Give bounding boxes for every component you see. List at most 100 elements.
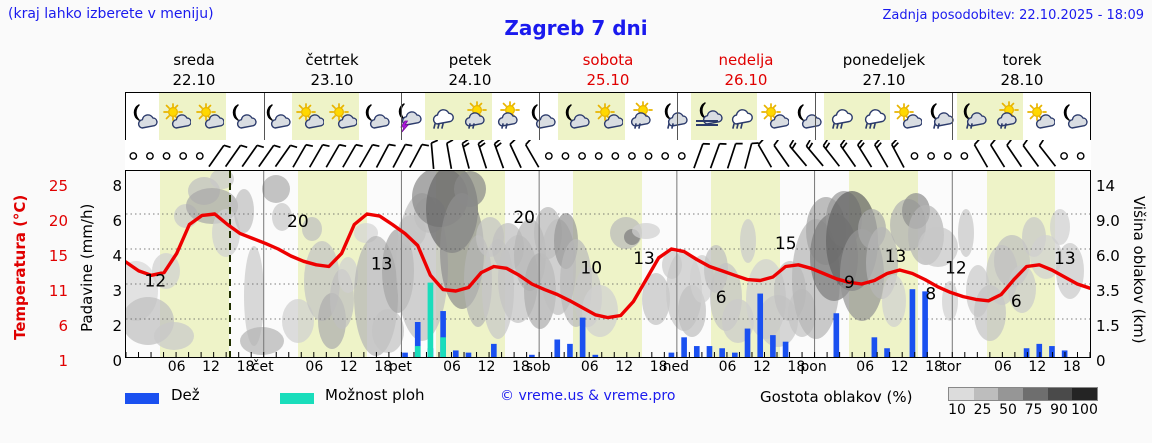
x-tick-label: 06 xyxy=(856,359,875,375)
day-separator xyxy=(814,93,816,140)
day-date: 24.10 xyxy=(448,71,492,89)
cloud-blob xyxy=(882,275,906,327)
x-tick-label: 06 xyxy=(443,359,461,375)
day-header-row: sreda 22.10 četrtek 23.10 petek 24.10 sobota 25… xyxy=(125,50,1091,92)
temperature-tick: 11 xyxy=(48,282,68,300)
x-tick-label: 18 xyxy=(236,359,255,375)
day-separator xyxy=(952,93,954,140)
cloud-blob xyxy=(210,171,234,189)
moon-cloud-icon xyxy=(233,103,257,129)
x-tick-label: 06 xyxy=(167,359,186,375)
weather-icon-cell xyxy=(192,93,226,140)
day-date: 28.10 xyxy=(1000,71,1044,89)
rain-bar xyxy=(681,337,687,357)
day-name: petek xyxy=(448,51,492,69)
moon-cloud-icon xyxy=(565,103,590,129)
temperature-value-label: 10 xyxy=(580,258,602,278)
cloud-density-field xyxy=(126,171,1084,356)
rain-bar xyxy=(782,341,789,357)
day-name: sobota xyxy=(582,51,634,69)
rain-bar xyxy=(529,354,535,357)
x-tick-label: 06 xyxy=(305,359,324,375)
temperature-value-label: 12 xyxy=(145,271,167,291)
x-tick-label: 12 xyxy=(615,359,634,375)
sun-cloud-icon xyxy=(595,102,623,129)
temperature-value-label: 13 xyxy=(1054,249,1076,269)
moon-cloud-rain-icon xyxy=(930,102,954,129)
weather-icon-cell xyxy=(757,93,790,140)
cloud-density-tick: 25 xyxy=(973,402,992,418)
cloud-density-scale-ticks: 10 25 50 75 90 100 xyxy=(935,402,1115,420)
day-name: torek xyxy=(1002,51,1042,69)
day-name: četrtek xyxy=(305,51,359,69)
cloud-height-tick: 1.5 xyxy=(1096,317,1120,335)
day-date: 25.10 xyxy=(586,71,630,89)
rain-bar xyxy=(770,335,776,357)
temperature-value-label: 6 xyxy=(1011,292,1022,312)
cloud-blob xyxy=(942,281,958,321)
weather-icon-cell xyxy=(857,93,891,140)
moon-cloud-icon xyxy=(366,103,390,129)
weather-icon-cell xyxy=(159,93,193,140)
x-tick-label: 12 xyxy=(202,359,220,375)
x-tick-label: 06 xyxy=(580,359,599,375)
day-name: ponedeljek xyxy=(842,51,926,69)
moon-cloud-thunder-icon xyxy=(399,102,423,132)
weather-icon-cell xyxy=(259,93,292,140)
rain-bar xyxy=(871,337,878,357)
moon-cloud-icon xyxy=(532,103,557,129)
cloud-blob xyxy=(632,223,660,239)
cloud-blob xyxy=(272,203,292,231)
cloud-density-tick: 50 xyxy=(999,402,1017,418)
cloud-density-tick: 75 xyxy=(1024,402,1043,418)
sun-cloud-icon xyxy=(196,102,225,129)
rain-bar xyxy=(668,352,675,357)
weather-icon-cell xyxy=(359,93,392,140)
moon-cloud-icon xyxy=(798,103,822,129)
temperature-tick: 1 xyxy=(58,352,68,370)
x-axis-tick-labels: 06 12 18 čet 06 12 18 pet 06 12 18 sob 06 12 18 ned 06 12… xyxy=(125,359,1091,379)
cloud-blob xyxy=(958,209,974,257)
day-header-nedelja: nedelja 26.10 xyxy=(677,50,815,92)
weather-icon-cell xyxy=(226,93,259,140)
temperature-value-label: 6 xyxy=(716,288,727,308)
sun-cloud-rain-icon xyxy=(498,100,521,129)
temperature-axis-title: Temperatura (°C) xyxy=(11,194,29,341)
temperature-value-label: 9 xyxy=(844,273,855,293)
temperature-tick: 6 xyxy=(58,317,68,335)
cloud-rain-icon xyxy=(864,108,886,129)
x-tick-label: 12 xyxy=(1028,359,1047,375)
rain-bar xyxy=(554,339,561,357)
weather-icon-cell xyxy=(990,93,1024,140)
cloud-height-axis-title: Višina oblakov (km) xyxy=(1130,195,1148,344)
temperature-value-label: 8 xyxy=(925,284,936,304)
moon-fog-icon xyxy=(695,101,723,126)
cloud-blob xyxy=(918,227,958,267)
rain-bar xyxy=(1023,348,1030,357)
precipitation-tick: 8 xyxy=(112,177,122,195)
chart-legend: Dež Možnost ploh © vreme.us & vreme.pro … xyxy=(125,386,1145,422)
precipitation-tick: 0 xyxy=(112,352,122,370)
rain-bar xyxy=(693,346,700,357)
temperature-tick: 25 xyxy=(48,177,68,195)
temperature-tick: 20 xyxy=(48,212,68,230)
x-tick-label: 18 xyxy=(512,359,530,375)
cloud-density-swatch xyxy=(949,388,974,400)
cloud-blob xyxy=(1050,209,1070,245)
day-name: sreda xyxy=(173,51,215,69)
weather-icon-cell xyxy=(458,93,492,140)
cloud-height-tick: 3.5 xyxy=(1096,282,1120,300)
cloud-blob xyxy=(454,171,486,207)
day-date: 26.10 xyxy=(724,71,768,89)
cloud-height-tick: 9.0 xyxy=(1096,212,1120,230)
weather-icon-cell xyxy=(126,93,159,140)
weather-icon-cell xyxy=(525,93,558,140)
showers-bar xyxy=(427,282,434,357)
x-tick-label: ned xyxy=(662,359,690,375)
sun-cloud-rain-icon xyxy=(996,100,1019,129)
rain-bar xyxy=(706,346,713,357)
rain-bar xyxy=(884,348,890,357)
weather-icon-cell xyxy=(425,93,459,140)
rain-bar xyxy=(1036,343,1043,357)
rain-bar xyxy=(567,343,573,357)
